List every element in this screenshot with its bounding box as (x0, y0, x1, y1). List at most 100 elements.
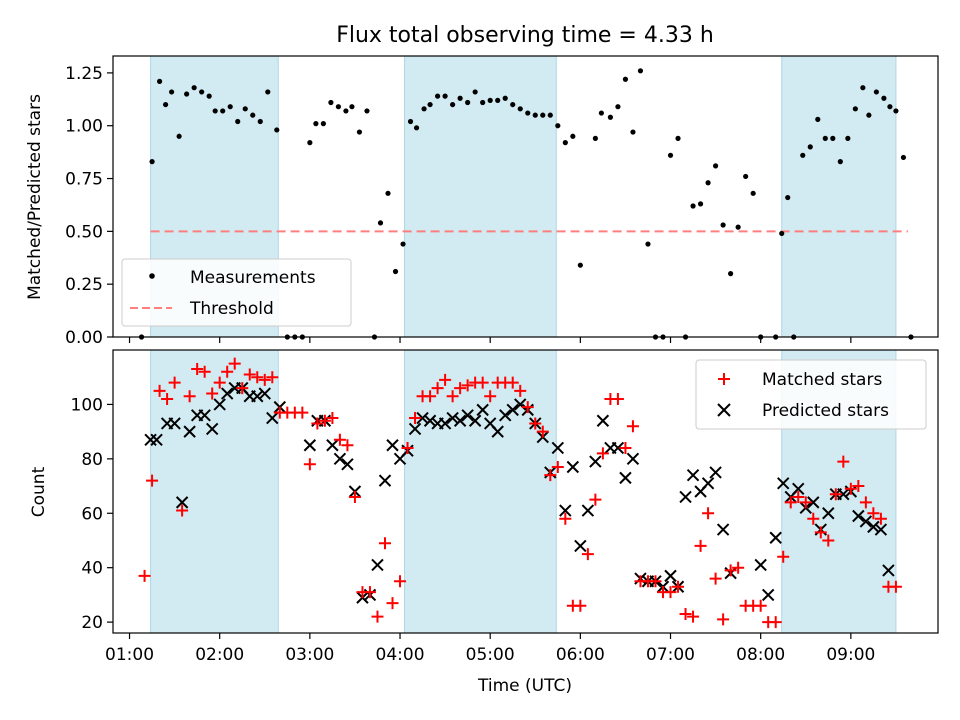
matched-star-point (844, 482, 857, 495)
measurement-point (822, 135, 828, 141)
matched-star-point (581, 548, 594, 561)
x-tick-label: 04:00 (376, 645, 425, 665)
predicted-star-point (205, 422, 219, 436)
predicted-star-point (716, 523, 730, 536)
y-tick-label: 80 (81, 450, 103, 470)
predicted-star-point (837, 488, 850, 501)
matched-star-point (378, 537, 391, 550)
legend-predicted-marker (717, 403, 731, 417)
top-y-ticks: 0.00 0.25 0.50 0.75 1.00 1.25 (65, 64, 113, 348)
legend-matched-marker (718, 373, 730, 385)
matched-star-point (348, 490, 361, 503)
top-legend: Measurements Threshold (121, 258, 352, 327)
matched-star-point (814, 526, 827, 539)
predicted-star-point (761, 588, 775, 602)
measurement-point (176, 133, 182, 139)
predicted-star-point (626, 452, 640, 466)
matched-star-point (176, 504, 189, 517)
y-tick-label: 0.75 (65, 170, 103, 190)
measurement-point (328, 99, 334, 106)
matched-star-point (672, 580, 685, 593)
measurement-point (169, 89, 175, 95)
matched-star-point (529, 417, 542, 430)
matched-star-point (394, 575, 407, 588)
measurement-point (562, 140, 568, 146)
highlight-span (404, 349, 557, 634)
matched-stars-points (138, 357, 902, 629)
measurement-point (607, 114, 614, 120)
x-tick-label: 09:00 (826, 645, 875, 665)
predicted-star-point (822, 507, 835, 520)
matched-star-point (679, 607, 692, 620)
measurement-point (517, 106, 523, 112)
matched-star-point (544, 469, 557, 482)
measurement-point (705, 180, 711, 186)
measurement-point (637, 68, 644, 74)
matched-star-point (191, 363, 204, 376)
measurement-point (450, 101, 456, 108)
matched-star-point (551, 461, 564, 474)
measurement-point (532, 112, 538, 118)
measurement-point (242, 106, 248, 112)
measurement-point (457, 95, 463, 101)
matched-star-point (521, 401, 534, 414)
measurement-point (149, 159, 155, 165)
matched-star-point (506, 376, 519, 389)
matched-star-point (799, 496, 812, 509)
measurement-point (274, 127, 280, 133)
y-tick-label: 0.25 (65, 275, 103, 295)
bottom-legend-frame (695, 359, 927, 430)
measurement-point (800, 152, 806, 158)
y-tick-label: 40 (81, 559, 103, 579)
matched-star-point (754, 599, 767, 612)
matched-star-point (153, 384, 166, 397)
measurement-point (307, 140, 313, 146)
predicted-star-point (701, 477, 715, 490)
measurement-point (313, 121, 319, 127)
predicted-star-point (574, 539, 587, 553)
matched-star-point (138, 569, 151, 582)
x-axis-label: Time (UTC) (477, 676, 572, 696)
matched-star-point (168, 376, 181, 389)
measurement-point (540, 112, 546, 118)
matched-star-point (484, 390, 497, 403)
measurement-point (881, 95, 887, 101)
measurement-point (852, 106, 858, 112)
measurement-point (495, 97, 501, 103)
measurement-points (138, 68, 914, 340)
measurement-point (815, 116, 821, 122)
matched-star-point (146, 474, 159, 487)
matched-star-point (724, 564, 737, 577)
measurement-point (364, 108, 370, 114)
highlight-span (150, 349, 279, 634)
x-tick-label: 02:00 (195, 645, 244, 665)
predicted-star-point (258, 387, 271, 400)
measurement-point (555, 123, 561, 129)
predicted-star-point (438, 417, 452, 430)
measurement-point (442, 93, 448, 99)
matched-star-point (311, 417, 324, 430)
predicted-star-point (326, 439, 339, 452)
measurement-point (735, 224, 741, 230)
measurement-point (690, 203, 696, 209)
measurement-point (622, 76, 629, 82)
matched-star-point (559, 512, 572, 525)
matched-star-point (619, 441, 632, 454)
predicted-star-point (453, 414, 467, 427)
matched-star-point (183, 390, 196, 403)
predicted-star-point (476, 403, 489, 417)
predicted-star-point (596, 414, 610, 427)
measurement-point (577, 262, 583, 268)
measurement-point (860, 85, 866, 91)
y-tick-label: 1.25 (65, 64, 103, 84)
matched-star-point (874, 512, 887, 525)
matched-star-point (371, 610, 384, 623)
measurement-point (385, 190, 391, 196)
predicted-star-point (807, 496, 820, 509)
predicted-star-point (333, 452, 347, 466)
predicted-star-point (792, 482, 805, 495)
matched-star-point (213, 376, 226, 389)
x-tick-label: 08:00 (736, 645, 785, 665)
measurement-point (667, 152, 674, 158)
